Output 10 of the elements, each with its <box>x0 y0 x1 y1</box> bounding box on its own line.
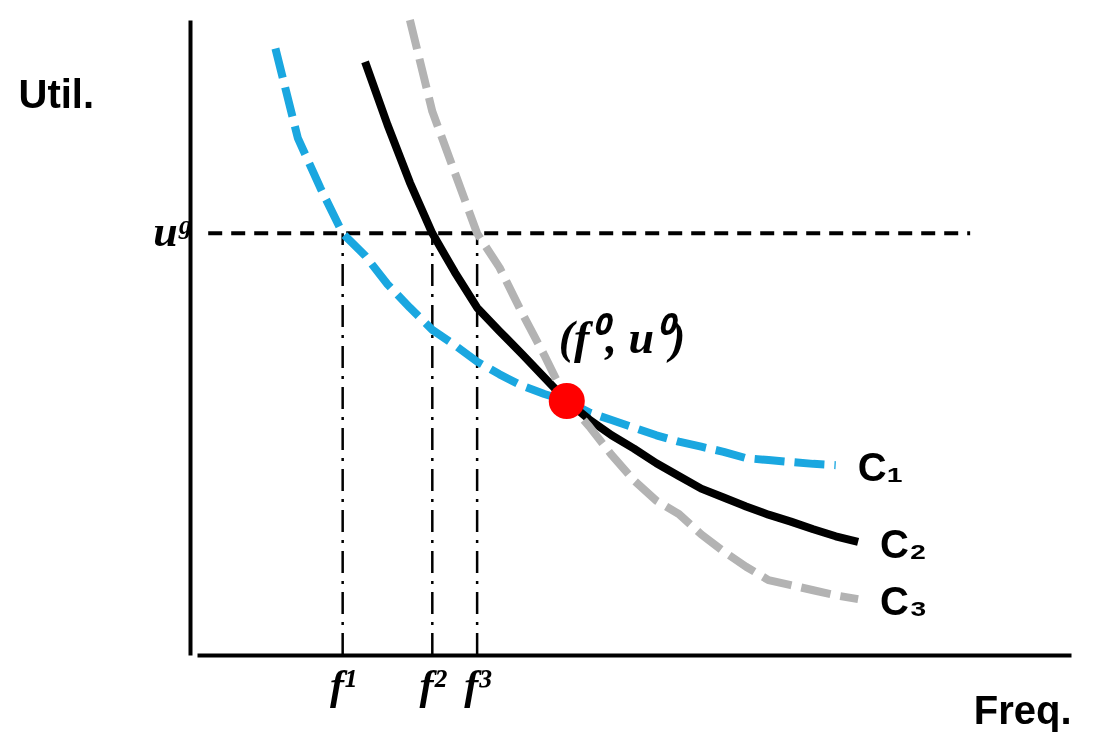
x-axis-title: Freq. <box>973 687 1072 732</box>
x-tick-label: f² <box>419 661 448 708</box>
series-label: C₃ <box>880 579 928 624</box>
ref-line-label: uᵍ <box>153 207 192 257</box>
series-label: C₁ <box>857 445 904 490</box>
series-label: C₂ <box>880 521 927 566</box>
annotation: (f⁰, u⁰) <box>558 312 686 363</box>
x-tick-label: f³ <box>464 661 493 708</box>
y-axis-title: Util. <box>18 71 95 116</box>
x-tick-label: f¹ <box>329 661 357 708</box>
